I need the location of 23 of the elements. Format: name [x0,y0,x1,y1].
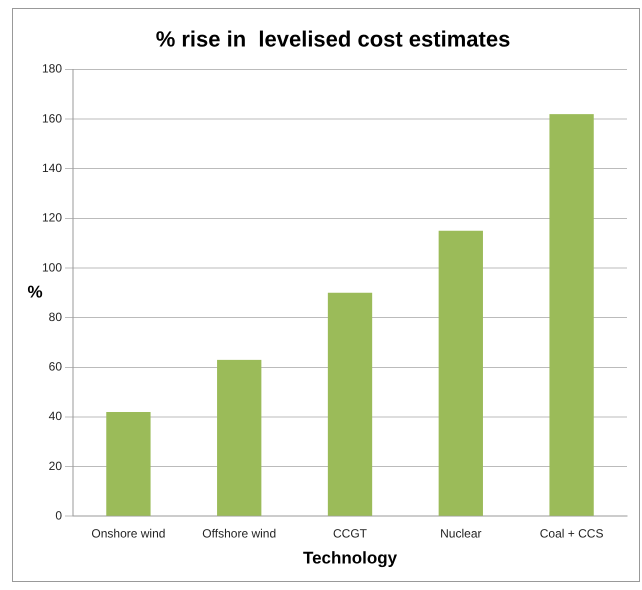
y-tick-label: 80 [48,310,62,324]
y-tick-label: 120 [42,210,62,225]
y-tick-label: 60 [48,360,62,374]
x-tick-label: Onshore wind [91,526,166,541]
bar [328,292,372,516]
y-tick-label: 140 [42,161,62,175]
y-tick-label: 40 [48,409,62,424]
x-tick-label: Offshore wind [202,526,276,541]
bar [549,114,594,516]
y-tick-label: 0 [55,508,62,523]
y-tick-label: 20 [48,458,62,473]
x-tick-label: Coal + CCS [540,526,604,541]
bar [106,412,151,516]
chart-title: % rise in levelised cost estimates [156,26,510,52]
y-axis-title: % [27,282,43,302]
y-tick-label: 180 [42,62,62,76]
bar [438,230,483,516]
y-tick-label: 160 [42,111,62,126]
x-axis-title: Technology [302,548,398,568]
x-tick-label: CCGT [333,526,368,541]
y-tick-label: 100 [42,260,62,274]
x-tick-label: Nuclear [440,526,482,541]
bar [217,360,262,516]
